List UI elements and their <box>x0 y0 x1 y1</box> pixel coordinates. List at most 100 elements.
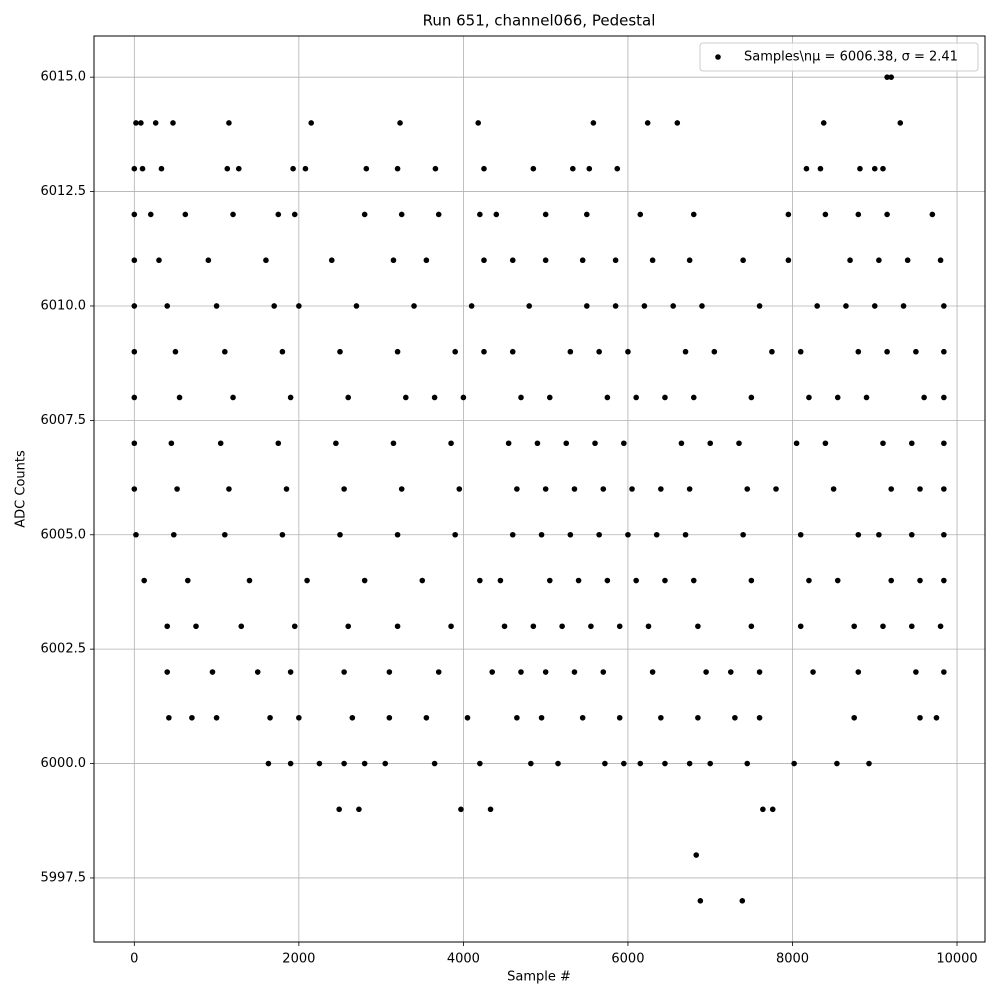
point <box>707 760 714 767</box>
point <box>748 577 755 584</box>
point <box>929 211 936 218</box>
point <box>291 211 298 218</box>
point <box>475 120 482 126</box>
point <box>131 348 138 355</box>
point <box>361 211 368 218</box>
point <box>411 303 417 309</box>
point <box>563 440 570 447</box>
point <box>133 120 139 126</box>
point <box>345 394 352 401</box>
point <box>937 257 944 264</box>
point <box>542 486 549 492</box>
point <box>616 714 623 721</box>
point <box>394 623 401 630</box>
point <box>448 623 454 630</box>
point <box>579 257 586 264</box>
point <box>900 303 907 309</box>
point <box>176 394 183 401</box>
legend: Samples\nμ = 6006.38, σ = 2.41 <box>699 42 979 72</box>
point <box>141 577 147 584</box>
point <box>866 760 872 767</box>
point <box>637 211 644 218</box>
point <box>855 531 862 538</box>
point <box>567 531 574 538</box>
point <box>612 257 619 264</box>
point <box>189 714 195 721</box>
point <box>851 714 857 721</box>
point <box>526 303 533 309</box>
point <box>880 623 886 630</box>
point <box>230 211 236 218</box>
point <box>131 394 138 401</box>
point <box>686 486 693 492</box>
point <box>913 348 919 355</box>
point <box>172 348 179 355</box>
point <box>213 303 220 309</box>
point <box>226 120 232 126</box>
point <box>394 531 401 538</box>
point <box>230 394 236 401</box>
point <box>139 165 146 172</box>
point <box>884 211 890 218</box>
point <box>133 531 139 538</box>
point <box>308 120 314 126</box>
point <box>337 531 343 538</box>
point <box>592 440 598 447</box>
point <box>857 165 863 172</box>
point <box>356 806 362 813</box>
point <box>756 714 763 721</box>
point <box>822 440 829 447</box>
point <box>604 577 611 584</box>
point <box>690 211 697 218</box>
point <box>546 394 553 401</box>
point <box>570 165 576 172</box>
point <box>649 669 656 675</box>
point <box>456 486 463 492</box>
point <box>600 669 607 675</box>
point <box>941 669 947 675</box>
point <box>686 257 693 264</box>
point <box>468 303 475 309</box>
point <box>834 394 841 401</box>
point <box>131 440 138 447</box>
point <box>908 623 915 630</box>
point <box>336 806 342 813</box>
point <box>182 211 189 218</box>
point <box>625 531 631 538</box>
point <box>131 211 138 218</box>
point <box>736 440 742 447</box>
point <box>880 165 886 172</box>
point <box>481 165 487 172</box>
point <box>739 898 746 904</box>
point <box>341 486 347 492</box>
point <box>361 760 368 767</box>
point <box>397 120 403 126</box>
point <box>538 531 545 538</box>
point <box>797 348 804 355</box>
point <box>131 303 138 309</box>
point <box>246 577 253 584</box>
point <box>851 623 857 630</box>
y-tick-label: 6015.0 <box>41 70 87 85</box>
point <box>452 531 458 538</box>
point <box>386 714 393 721</box>
point <box>616 623 623 630</box>
point <box>847 257 853 264</box>
x-tick-label: 6000 <box>611 952 644 967</box>
point <box>810 669 816 675</box>
point <box>361 577 368 584</box>
x-tick-label: 2000 <box>282 952 315 967</box>
point <box>398 211 405 218</box>
point <box>695 714 701 721</box>
point <box>884 348 890 355</box>
point <box>217 440 224 447</box>
point <box>518 394 524 401</box>
point <box>538 714 545 721</box>
point <box>584 211 590 218</box>
point <box>168 440 175 447</box>
point <box>773 486 779 492</box>
point <box>254 669 261 675</box>
point <box>394 348 401 355</box>
point <box>941 394 947 401</box>
point <box>302 165 309 172</box>
